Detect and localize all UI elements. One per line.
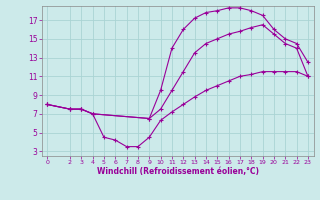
X-axis label: Windchill (Refroidissement éolien,°C): Windchill (Refroidissement éolien,°C): [97, 167, 259, 176]
